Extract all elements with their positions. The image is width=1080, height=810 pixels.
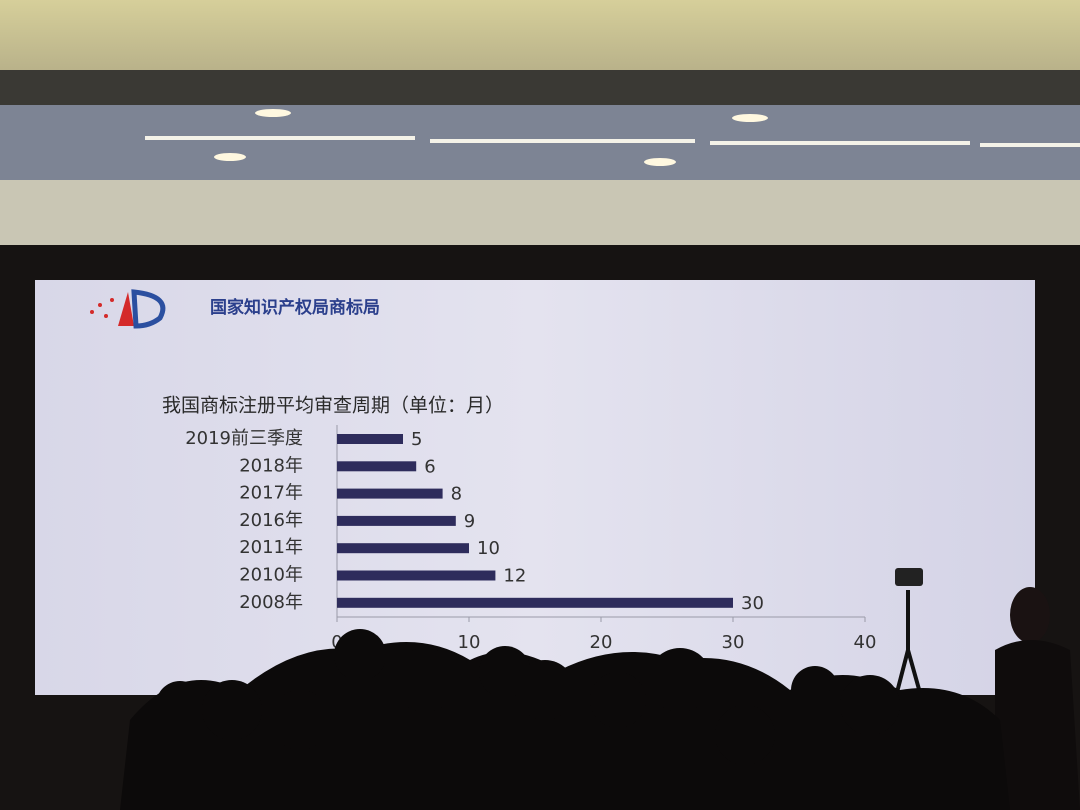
y-tick-label: 2018年 <box>239 455 303 476</box>
logo-mark <box>131 289 166 329</box>
logo-mark <box>118 292 134 326</box>
chart: 我国商标注册平均审查周期（单位：月） 0 10 20 30 40 2019前三季度 5 201… <box>162 395 876 654</box>
camera <box>895 568 923 586</box>
light-strip <box>430 139 695 143</box>
head <box>334 629 386 681</box>
bar <box>337 461 417 472</box>
bar <box>337 515 456 526</box>
head <box>270 690 330 750</box>
logo-dot <box>104 314 108 318</box>
x-tick-label: 30 <box>722 632 745 653</box>
head <box>715 705 775 765</box>
light-strip <box>710 141 970 145</box>
logo <box>90 289 166 329</box>
crowd <box>120 642 1010 810</box>
light-strip <box>145 136 415 140</box>
presenter-head <box>1010 587 1050 643</box>
value-label: 5 <box>411 429 422 450</box>
y-tick-label: 2016年 <box>239 510 303 531</box>
ceiling <box>0 0 1080 70</box>
head <box>202 680 262 740</box>
value-label: 9 <box>464 511 475 532</box>
y-tick-label: 2019前三季度 <box>185 428 303 449</box>
wall <box>0 180 1080 245</box>
head <box>515 660 575 720</box>
value-label: 6 <box>424 456 435 477</box>
bar <box>337 434 403 444</box>
projection-screen <box>35 280 1035 695</box>
value-label: 30 <box>741 593 764 614</box>
bar <box>337 570 496 581</box>
spotlight <box>214 153 246 161</box>
value-label: 10 <box>477 538 500 559</box>
spotlight <box>644 158 676 166</box>
presenter <box>995 640 1080 810</box>
bar <box>337 488 443 499</box>
logo-dot <box>110 298 114 302</box>
y-tick-label: 2010年 <box>239 565 303 586</box>
x-tick-label: 20 <box>590 632 613 653</box>
head <box>840 675 900 735</box>
head <box>791 666 839 714</box>
bar <box>337 597 733 608</box>
x-tick-label: 0 <box>331 632 342 653</box>
head <box>648 648 712 712</box>
y-tick-label: 2011年 <box>239 537 303 558</box>
x-tick-label: 40 <box>854 632 877 653</box>
head <box>156 681 204 729</box>
logo-dot <box>90 310 94 314</box>
x-tick-label: 10 <box>458 632 481 653</box>
chart-title: 我国商标注册平均审查周期（单位：月） <box>162 395 504 417</box>
audience <box>120 568 1080 810</box>
head <box>590 672 646 728</box>
spotlight <box>732 114 768 122</box>
logo-dot <box>98 303 102 307</box>
bar <box>337 543 469 554</box>
value-label: 12 <box>503 566 526 587</box>
head <box>393 648 457 712</box>
spotlight <box>255 109 291 117</box>
ceiling-beam <box>0 70 1080 105</box>
value-label: 8 <box>451 484 462 505</box>
header-title: 国家知识产权局商标局 <box>210 297 380 318</box>
light-strip <box>980 143 1080 147</box>
y-tick-label: 2008年 <box>239 592 303 613</box>
y-tick-label: 2017年 <box>239 483 303 504</box>
